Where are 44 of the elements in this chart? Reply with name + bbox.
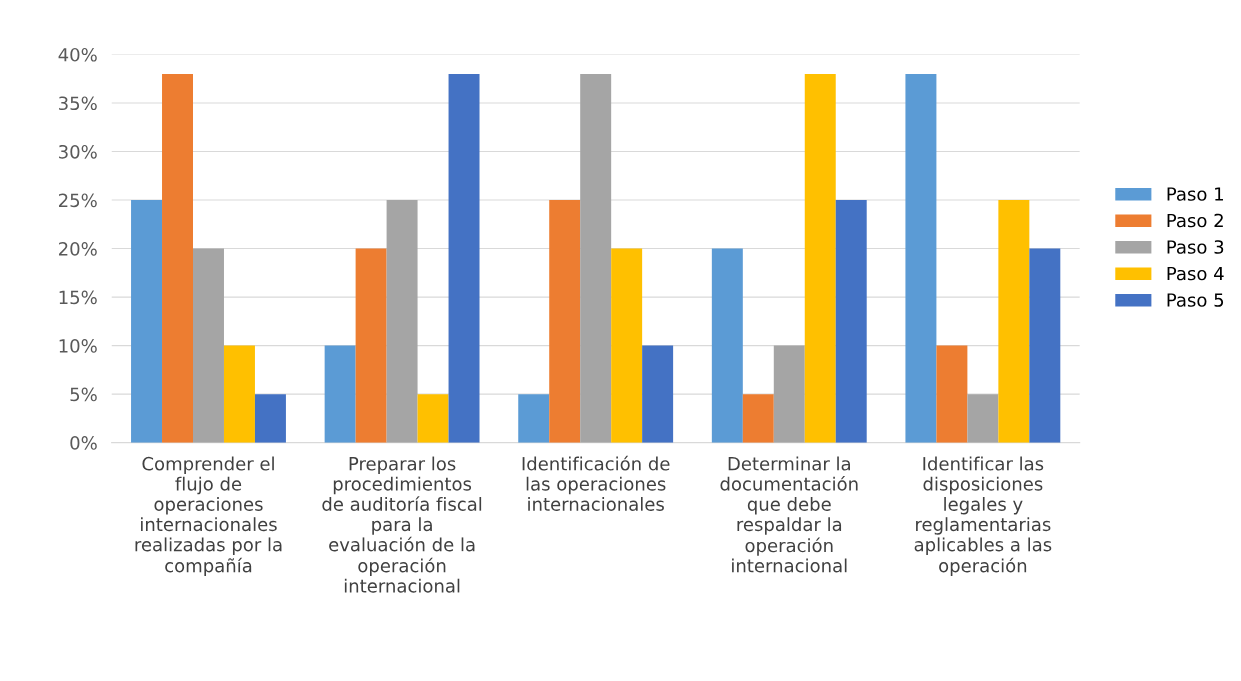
bar	[804, 73, 836, 443]
bar	[905, 73, 937, 443]
x-tick-label: Comprender el flujo de operaciones internacionales realizadas por la compañía	[135, 456, 282, 576]
y-tick-label: 0%	[70, 436, 97, 450]
y-tick-label: 35%	[59, 96, 97, 111]
bar	[936, 345, 968, 443]
bar	[611, 248, 643, 443]
bar	[131, 200, 163, 443]
bar	[998, 200, 1030, 443]
legend-label: Paso 3	[1167, 240, 1224, 254]
bar	[355, 248, 387, 443]
bar	[518, 394, 550, 443]
bar	[162, 73, 193, 443]
x-tick-label: Determinar la documentación que debe respaldar la operación internacional	[720, 456, 858, 573]
bar	[417, 394, 449, 443]
y-tick-label: 5%	[70, 387, 97, 402]
bar	[386, 200, 418, 443]
y-tick-label: 10%	[59, 339, 97, 353]
bar	[711, 248, 743, 443]
bar	[549, 200, 581, 443]
bar	[580, 73, 612, 443]
bar	[742, 394, 774, 443]
bar	[324, 345, 356, 443]
bar	[642, 345, 674, 443]
y-tick-label: 20%	[58, 242, 97, 256]
bar	[254, 394, 286, 443]
bar	[1029, 248, 1061, 443]
legend-label: Paso 4	[1167, 266, 1224, 281]
y-tick-label: 25%	[58, 193, 97, 208]
y-tick-label: 30%	[59, 144, 97, 159]
bar	[967, 394, 999, 443]
x-tick-label: Identificar las disposiciones legales y reglamentarias aplicables a las operación	[914, 456, 1052, 576]
bar	[193, 248, 224, 443]
bar	[773, 345, 805, 443]
bar	[223, 345, 255, 443]
legend-label: Paso 5	[1167, 293, 1224, 307]
x-tick-label: Preparar los procedimientos de auditoría fiscal para la evaluación de la operación internacional	[322, 456, 482, 593]
x-tick-label: Identificación de las operaciones internacionales	[522, 455, 670, 511]
y-tick-label: 15%	[59, 290, 97, 305]
y-tick-label: 40%	[58, 47, 97, 62]
legend-label: Paso 1	[1167, 187, 1223, 201]
legend-label: Paso 2	[1167, 213, 1223, 228]
bar	[835, 200, 867, 443]
bar	[448, 73, 480, 443]
